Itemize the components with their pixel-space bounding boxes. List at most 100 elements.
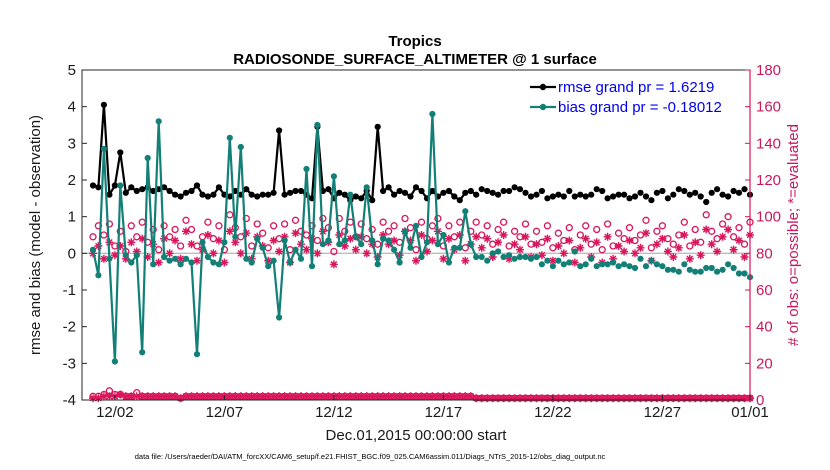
evaluated-obs-marker xyxy=(713,247,722,256)
bias-point xyxy=(681,261,688,268)
rmse-point xyxy=(648,197,655,204)
bias-point xyxy=(133,252,140,259)
evaluated-obs-marker xyxy=(537,251,546,260)
evaluated-obs-marker xyxy=(724,225,733,234)
rmse-point xyxy=(615,191,622,198)
evaluated-obs-marker xyxy=(89,394,97,403)
bias-point xyxy=(237,143,244,151)
evaluated-obs-marker xyxy=(390,392,399,401)
bias-point xyxy=(177,261,184,268)
bias-point xyxy=(451,244,458,251)
evaluated-obs-marker xyxy=(631,249,639,258)
bias-point xyxy=(538,261,546,268)
evaluated-obs-marker xyxy=(477,243,486,252)
evaluated-obs-marker xyxy=(94,394,103,403)
evaluated-obs-marker xyxy=(423,247,431,256)
evaluated-obs-marker xyxy=(614,394,623,403)
evaluated-obs-marker xyxy=(329,260,338,269)
evaluated-obs-marker xyxy=(302,392,311,401)
evaluated-obs-marker xyxy=(729,245,738,254)
y-tick-label: -1 xyxy=(63,282,76,299)
rmse-point xyxy=(675,186,682,193)
bias-point xyxy=(259,244,266,251)
possible-obs-marker xyxy=(182,216,190,224)
evaluated-obs-marker xyxy=(587,394,596,403)
bias-point xyxy=(336,241,343,248)
rmse-point xyxy=(111,182,118,189)
evaluated-obs-marker xyxy=(121,254,130,263)
evaluated-obs-marker xyxy=(193,392,201,401)
evaluated-obs-marker xyxy=(351,392,360,401)
evaluated-obs-marker xyxy=(412,392,420,401)
bias-point xyxy=(128,259,135,266)
rmse-point xyxy=(621,191,628,198)
bias-point xyxy=(511,255,518,262)
bias-point xyxy=(182,255,190,262)
possible-obs-marker xyxy=(603,220,612,228)
possible-obs-marker xyxy=(729,233,738,241)
rmse-point xyxy=(287,189,294,196)
y-right-tick-label: 60 xyxy=(756,282,773,299)
bias-point xyxy=(303,165,310,173)
bias-point xyxy=(697,268,704,275)
evaluated-obs-marker xyxy=(444,392,453,401)
bias-point xyxy=(155,118,162,125)
evaluated-obs-marker xyxy=(537,394,546,403)
evaluated-obs-marker xyxy=(165,249,174,258)
evaluated-obs-marker xyxy=(729,394,738,403)
evaluated-obs-marker xyxy=(505,394,514,403)
evaluated-obs-marker xyxy=(253,392,262,401)
bias-point xyxy=(637,255,644,262)
plot-area xyxy=(82,70,750,400)
rmse-point xyxy=(484,187,491,195)
rmse-point xyxy=(210,191,217,198)
evaluated-obs-marker xyxy=(362,392,371,401)
rmse-point xyxy=(730,187,737,195)
possible-obs-marker xyxy=(445,222,453,230)
bias-point xyxy=(735,270,743,277)
rmse-point xyxy=(703,198,710,206)
evaluated-obs-marker xyxy=(494,394,503,403)
evaluated-obs-marker xyxy=(696,251,705,260)
evaluated-obs-marker xyxy=(532,394,541,403)
evaluated-obs-marker xyxy=(94,242,103,250)
possible-obs-marker xyxy=(521,220,530,228)
evaluated-obs-marker xyxy=(516,245,524,254)
rmse-point xyxy=(226,193,233,200)
rmse-point xyxy=(199,191,206,198)
evaluated-obs-marker xyxy=(499,394,508,403)
x-axis-label: Dec.01,2015 00:00:00 start xyxy=(326,427,508,444)
evaluated-obs-marker xyxy=(138,392,147,401)
rmse-point xyxy=(599,187,606,195)
rmse-point xyxy=(412,184,420,191)
bias-point xyxy=(664,266,672,273)
rmse-point xyxy=(642,193,650,200)
evaluated-obs-marker xyxy=(680,394,689,403)
bias-point xyxy=(341,237,348,244)
evaluated-obs-marker xyxy=(417,231,426,239)
rmse-point xyxy=(637,189,644,196)
evaluated-obs-marker xyxy=(99,254,108,263)
evaluated-obs-marker xyxy=(280,392,289,401)
bias-point xyxy=(297,255,305,262)
evaluated-obs-marker xyxy=(297,392,305,401)
rmse-point xyxy=(582,193,589,200)
evaluated-obs-marker xyxy=(225,392,234,401)
y-tick-label: -3 xyxy=(63,355,76,372)
evaluated-obs-marker xyxy=(264,392,273,401)
x-tick-label: 12/22 xyxy=(534,404,572,421)
rmse-point xyxy=(418,187,425,195)
rmse-point xyxy=(538,187,546,195)
evaluated-obs-marker xyxy=(636,394,645,403)
rmse-point xyxy=(451,193,458,200)
rmse-point xyxy=(516,186,524,193)
evaluated-obs-marker xyxy=(225,227,234,236)
bias-point xyxy=(374,261,381,268)
rmse-point xyxy=(166,187,173,195)
y-right-tick-label: 80 xyxy=(756,245,773,262)
evaluated-obs-marker xyxy=(258,392,267,401)
rmse-point xyxy=(193,182,201,189)
evaluated-obs-marker xyxy=(340,392,349,401)
evaluated-obs-marker xyxy=(652,394,661,403)
evaluated-obs-marker xyxy=(313,249,322,258)
